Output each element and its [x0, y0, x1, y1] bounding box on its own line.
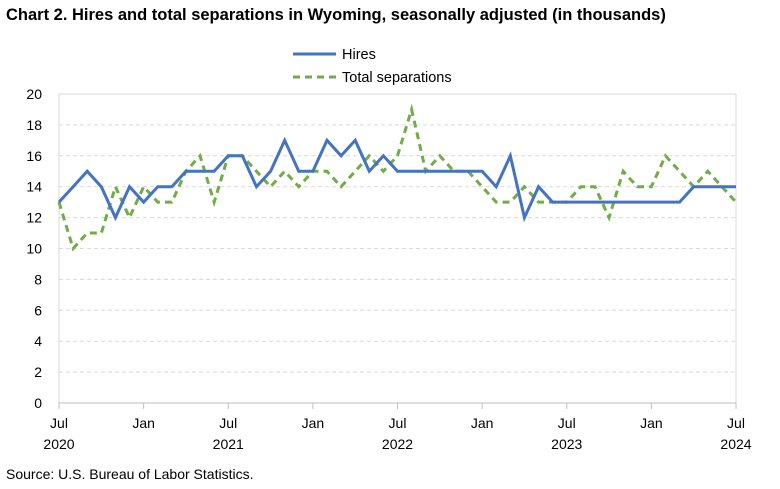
separations-series-line — [57, 103, 738, 252]
hires-series-line — [57, 136, 736, 223]
y-axis-ticks: 0 2 4 6 8 10 12 14 16 18 20 — [26, 86, 42, 411]
x-tick-month-label: Jul — [219, 415, 237, 431]
y-tick-label: 20 — [26, 86, 42, 102]
chart-legend: Hires Total separations — [293, 47, 452, 86]
x-axis: Jul 2020 Jan Jul 2021 Jan Jul 2022 Jan Jul 2023 Jan… — [43, 93, 752, 452]
x-tick-year-label: 2021 — [213, 436, 244, 452]
x-tick-year-label: 2020 — [43, 436, 74, 452]
source-note: Source: U.S. Bureau of Labor Statistics. — [6, 466, 254, 482]
x-tick-year-label: 2024 — [720, 436, 751, 452]
x-tick-month-label: Jul — [558, 415, 576, 431]
x-tick-month-label: Jan — [640, 415, 663, 431]
x-tick-year-label: 2023 — [551, 436, 582, 452]
x-tick-month-label: Jan — [132, 415, 155, 431]
x-tick-year-label: 2022 — [382, 436, 413, 452]
y-tick-label: 6 — [34, 302, 42, 318]
legend-hires-label: Hires — [342, 47, 376, 63]
gridlines — [59, 93, 736, 373]
y-tick-label: 12 — [26, 210, 42, 226]
y-tick-label: 16 — [26, 148, 42, 164]
y-tick-label: 18 — [26, 117, 42, 133]
legend-separations-label: Total separations — [342, 70, 452, 86]
y-tick-label: 0 — [34, 395, 42, 411]
y-tick-label: 14 — [26, 179, 42, 195]
chart-title: Chart 2. Hires and total separations in … — [6, 6, 666, 24]
x-tick-month-label: Jul — [727, 415, 745, 431]
series-lines — [57, 103, 738, 252]
x-tick-month-label: Jan — [302, 415, 325, 431]
x-tick-month-label: Jan — [471, 415, 494, 431]
y-tick-label: 8 — [34, 271, 42, 287]
y-tick-label: 2 — [34, 364, 42, 380]
x-tick-month-label: Jul — [50, 415, 68, 431]
y-tick-label: 4 — [34, 333, 42, 349]
y-tick-label: 10 — [26, 241, 42, 257]
x-tick-month-label: Jul — [389, 415, 407, 431]
